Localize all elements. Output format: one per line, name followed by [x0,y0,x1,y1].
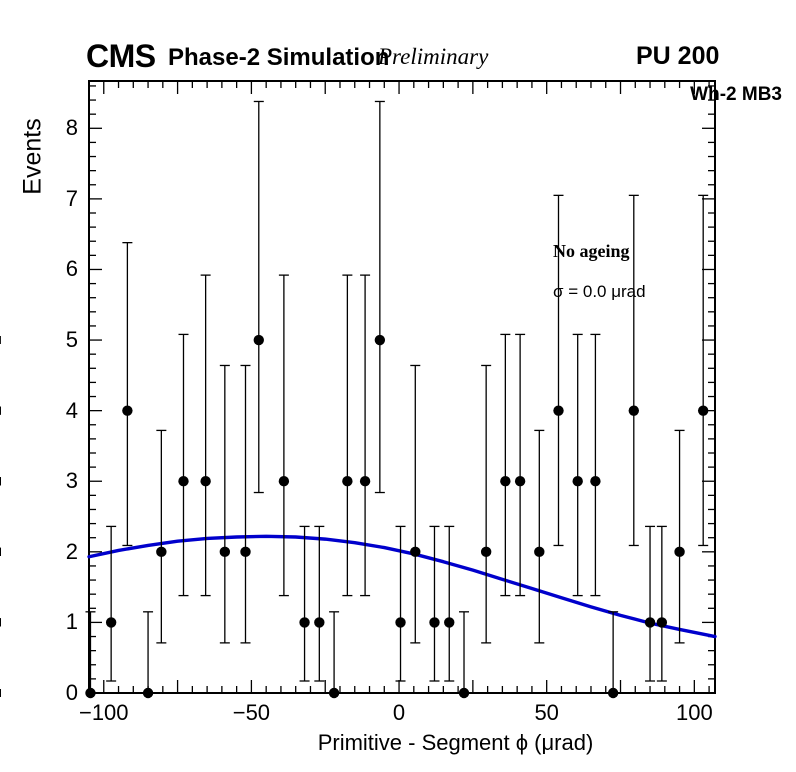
data-marker [674,546,685,558]
data-point-group [0,525,310,682]
data-marker [142,687,154,699]
y-tick-label: 8 [65,115,78,141]
data-point-group [0,611,96,699]
data-marker [656,617,668,628]
data-point-group [0,525,668,682]
data-point-group [0,525,325,682]
preliminary-label: Preliminary [378,44,489,69]
phase2-simulation-label: Phase-2 Simulation [168,44,390,71]
data-marker [314,617,325,628]
data-point-group [0,611,154,699]
data-marker [253,334,264,346]
data-point-group [0,364,231,644]
data-point-group [0,274,211,597]
data-marker [240,546,251,558]
data-marker [458,687,470,699]
data-point-group [0,194,564,547]
data-marker [200,476,211,487]
data-point-group [0,333,189,597]
data-point-group [0,333,511,597]
x-tick-label: 0 [392,700,406,725]
y-tick-label: 4 [65,397,78,423]
data-marker [480,546,492,558]
data-point-group [0,333,583,597]
y-tick-label: 5 [65,327,78,353]
x-tick-label: 100 [675,700,713,725]
data-marker [607,687,619,699]
data-point-group [0,429,167,644]
pileup-label: PU 200 [636,42,720,70]
sigma-value-label: σ = 0.0 μrad [553,282,646,301]
fit-curve-path [87,534,717,639]
data-marker [534,546,545,558]
data-point-group [0,611,340,699]
data-point-group [0,364,492,644]
data-point-group [0,525,440,682]
data-marker [572,476,583,487]
data-marker [359,476,371,487]
data-point-group [0,333,601,597]
data-marker [644,617,656,628]
plot-frame [88,80,716,694]
x-tick-label: 50 [534,700,559,725]
data-point-group [0,611,470,699]
data-marker [374,334,386,346]
data-point-group [0,274,290,597]
ageing-scenario-label: No ageing [553,241,630,261]
data-point-group [0,100,386,494]
data-marker [553,405,564,416]
data-point-group [0,274,371,597]
fit-curve [87,534,717,639]
cms-logo-text: CMS [86,38,156,74]
data-marker [219,546,231,558]
data-marker [444,617,455,628]
x-tick-label: −100 [78,700,129,725]
data-point-group [0,364,251,644]
x-tick-label: −50 [232,700,271,725]
data-marker [395,617,406,628]
data-point-group [0,429,685,644]
data-point-group [0,611,619,699]
y-tick-label: 7 [65,185,78,211]
data-marker [514,476,526,487]
data-point-group [0,194,709,547]
data-point-group [0,274,353,597]
data-point-group [0,525,656,682]
data-marker [500,476,511,487]
data-marker [178,476,189,487]
x-axis-title: Primitive - Segment ϕ (μrad) [317,730,594,755]
data-point-group [0,525,455,682]
data-point-group [0,241,133,547]
data-point-group [0,333,526,597]
data-marker [299,617,310,628]
data-marker [156,546,167,558]
y-tick-label: 2 [65,538,78,564]
data-marker [429,617,440,628]
data-point-group [0,194,639,547]
data-marker [410,546,421,558]
data-point-group [0,364,421,644]
data-marker [328,687,340,699]
data-point-group [0,429,545,644]
data-marker [628,405,639,416]
y-tick-label: 1 [65,609,78,635]
data-marker [590,476,601,487]
data-marker [85,687,96,699]
data-marker [122,405,133,416]
data-point-group [0,100,264,494]
y-tick-label: 6 [65,256,78,282]
data-point-group [0,525,406,682]
data-marker [105,617,117,628]
data-marker [342,476,353,487]
data-marker [697,405,709,416]
y-tick-label: 0 [65,680,78,705]
data-marker [278,476,290,487]
data-point-group [0,525,117,682]
y-tick-label: 3 [65,468,78,494]
data-points [0,100,709,699]
